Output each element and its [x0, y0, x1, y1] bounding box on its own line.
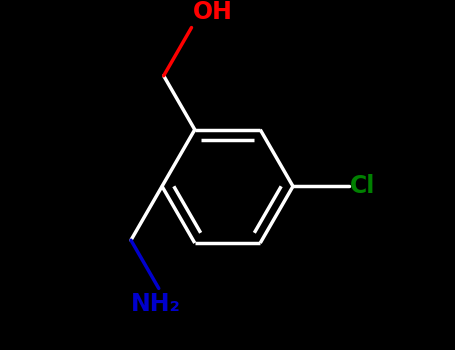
Text: OH: OH [193, 0, 233, 24]
Text: Cl: Cl [350, 174, 376, 198]
Text: NH₂: NH₂ [131, 292, 181, 316]
